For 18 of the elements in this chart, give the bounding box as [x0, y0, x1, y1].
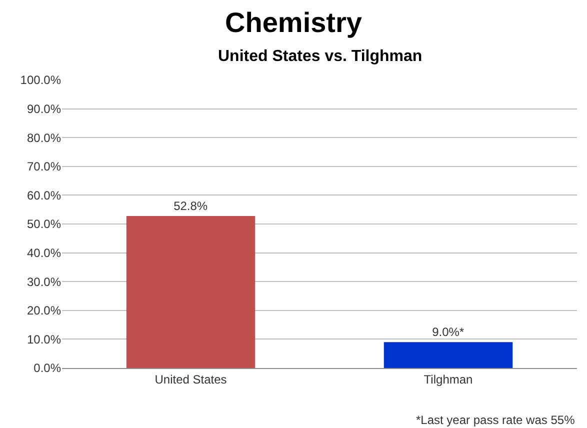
data-label: 52.8% — [174, 198, 208, 213]
y-tick-label: 20.0% — [26, 304, 62, 318]
y-tick-label: 70.0% — [26, 160, 62, 174]
y-tick-label: 0.0% — [34, 361, 62, 376]
x-tick-label: United States — [154, 372, 227, 386]
y-tick-label: 100.0% — [20, 73, 62, 88]
y-tick-label: 10.0% — [26, 332, 62, 346]
y-tick-label: 60.0% — [26, 188, 62, 202]
data-label: 9.0%* — [432, 325, 464, 340]
y-tick-label: 30.0% — [26, 274, 62, 289]
x-tick-label: Tilghman — [424, 372, 473, 386]
chart-subtitle: United States vs. Tilghman — [218, 48, 422, 65]
y-tick-label: 80.0% — [26, 130, 62, 145]
y-tick-label: 40.0% — [26, 246, 62, 260]
y-tick-label: 90.0% — [26, 102, 62, 116]
y-tick-label: 50.0% — [26, 217, 62, 232]
chart-title: Chemistry — [225, 6, 362, 38]
text: *Last year pass rate was 55% — [416, 413, 576, 427]
